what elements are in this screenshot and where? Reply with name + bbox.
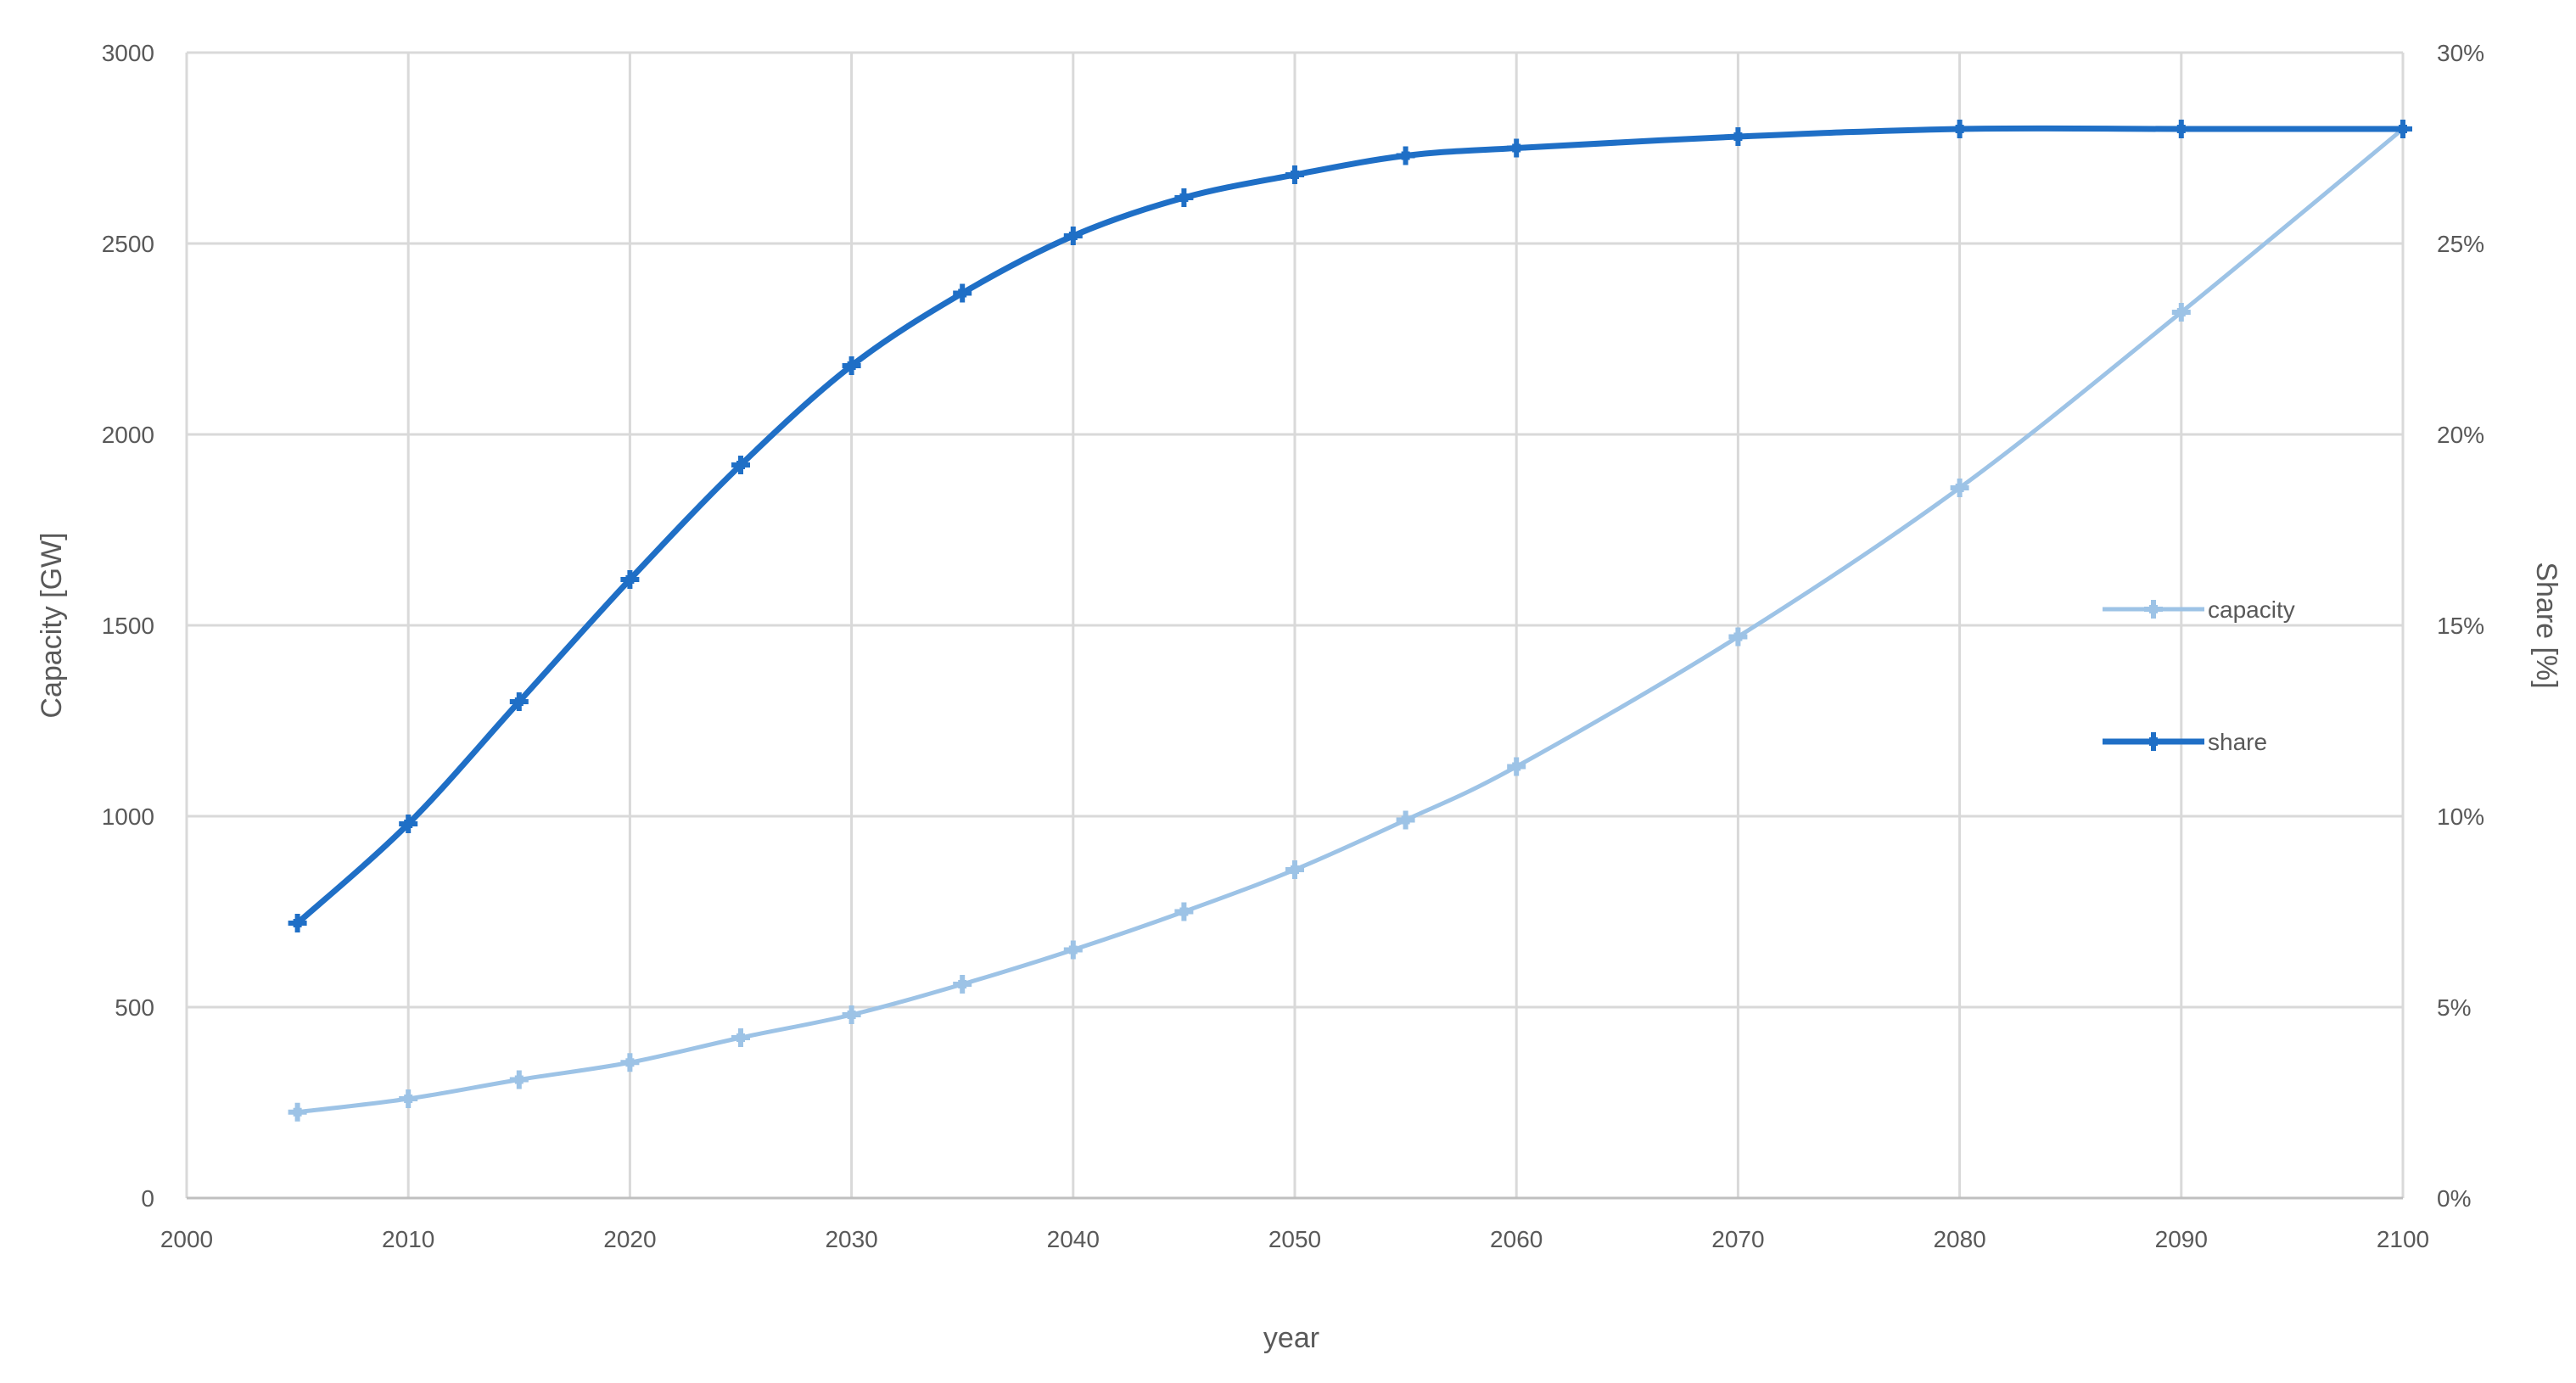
legend-marker-share xyxy=(2144,732,2163,751)
data-point-share xyxy=(1728,127,1748,146)
right-y-tick-label: 10% xyxy=(2437,803,2484,830)
left-y-tick-label: 1500 xyxy=(102,613,154,639)
data-point-capacity xyxy=(953,975,972,994)
data-point-share xyxy=(1285,165,1304,184)
legend-label-share: share xyxy=(2208,729,2267,755)
data-point-capacity xyxy=(1396,810,1415,830)
legend: capacity share xyxy=(2103,596,2295,755)
right-y-tick-label: 0% xyxy=(2437,1185,2471,1212)
data-point-capacity xyxy=(842,1005,861,1024)
data-point-capacity xyxy=(288,1102,307,1122)
series-line-capacity xyxy=(297,127,2405,1115)
right-y-tick-label: 20% xyxy=(2437,422,2484,448)
axes: 2000 2010 2020 2030 2040 2050 2060 2070 2080 2090… xyxy=(102,40,2484,1252)
data-point-capacity xyxy=(1950,479,1969,497)
data-point-share xyxy=(731,456,750,474)
legend-label-capacity: capacity xyxy=(2208,596,2295,623)
data-point-share xyxy=(1063,227,1083,245)
x-tick-label: 2090 xyxy=(2155,1226,2208,1252)
left-y-tick-label: 2500 xyxy=(102,231,154,257)
data-point-capacity xyxy=(1728,627,1748,647)
left-y-tick-label: 0 xyxy=(141,1185,154,1212)
x-tick-label: 2050 xyxy=(1268,1226,1321,1252)
right-y-tick-label: 15% xyxy=(2437,613,2484,639)
legend-marker-capacity xyxy=(2144,600,2163,619)
data-point-capacity xyxy=(620,1053,640,1072)
right-y-tick-label: 30% xyxy=(2437,40,2484,66)
data-point-capacity xyxy=(399,1089,418,1108)
right-y-tick-label: 5% xyxy=(2437,994,2471,1021)
x-tick-label: 2100 xyxy=(2377,1226,2429,1252)
left-y-tick-label: 2000 xyxy=(102,422,154,448)
left-y-tick-label: 500 xyxy=(115,994,154,1021)
data-point-share xyxy=(1507,138,1526,158)
data-point-share xyxy=(1174,188,1194,207)
data-point-share xyxy=(620,570,640,589)
data-point-capacity xyxy=(1063,940,1083,960)
series xyxy=(288,120,2412,1122)
x-tick-label: 2080 xyxy=(1933,1226,1985,1252)
data-point-capacity xyxy=(1507,757,1526,776)
data-point-share xyxy=(953,283,972,303)
data-point-capacity xyxy=(1174,902,1194,921)
data-point-share xyxy=(288,914,307,932)
x-tick-label: 2010 xyxy=(382,1226,434,1252)
data-point-share xyxy=(842,356,861,375)
right-y-axis-title: Share [%] xyxy=(2530,562,2562,688)
data-point-capacity xyxy=(731,1028,750,1047)
left-y-axis-title: Capacity [GW] xyxy=(36,532,68,718)
data-point-capacity xyxy=(1285,860,1304,879)
data-point-share xyxy=(399,815,418,833)
left-y-tick-label: 3000 xyxy=(102,40,154,66)
data-point-share xyxy=(1950,120,1969,138)
x-tick-label: 2060 xyxy=(1490,1226,1543,1252)
right-y-tick-label: 25% xyxy=(2437,231,2484,257)
x-tick-label: 2040 xyxy=(1047,1226,1100,1252)
series-line-share xyxy=(295,125,2403,926)
left-y-tick-label: 1000 xyxy=(102,803,154,830)
x-tick-label: 2070 xyxy=(1711,1226,1764,1252)
data-point-share xyxy=(2394,120,2412,138)
data-point-capacity xyxy=(2171,303,2191,322)
data-point-capacity xyxy=(509,1070,529,1089)
x-axis-title: year xyxy=(1263,1322,1319,1354)
x-tick-label: 2020 xyxy=(603,1226,656,1252)
x-tick-label: 2000 xyxy=(160,1226,213,1252)
data-point-share xyxy=(1396,146,1415,165)
data-point-share xyxy=(2171,120,2191,138)
x-tick-label: 2030 xyxy=(825,1226,877,1252)
data-point-share xyxy=(509,692,529,711)
